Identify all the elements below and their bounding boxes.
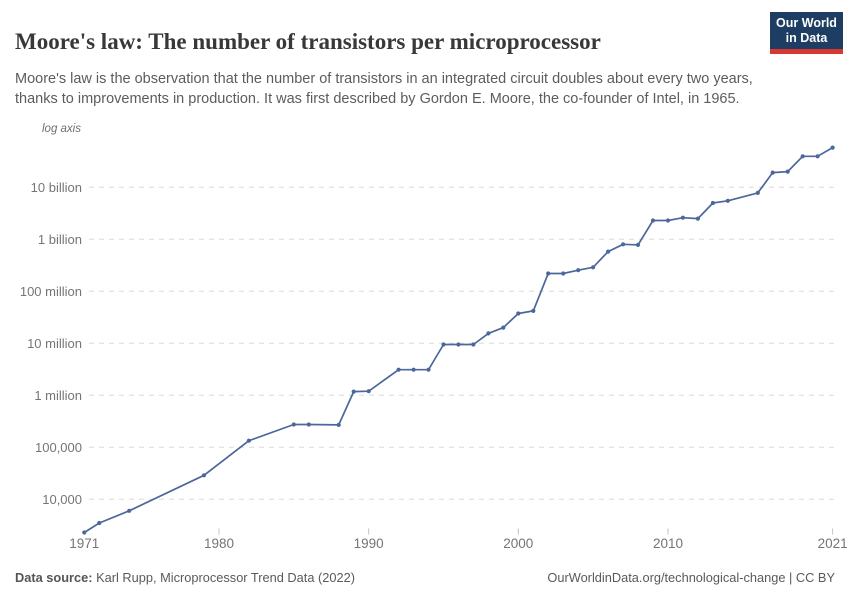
data-point[interactable] [755,190,760,195]
x-axis-label: 1980 [204,536,234,551]
data-point[interactable] [336,422,341,427]
x-axis-label: 1990 [354,536,384,551]
page-title: Moore's law: The number of transistors p… [15,29,601,55]
data-point[interactable] [441,342,446,347]
data-point[interactable] [815,154,820,159]
data-point[interactable] [680,215,686,220]
data-point[interactable] [665,218,671,223]
data-point[interactable] [546,271,551,276]
y-axis-label: 10,000 [42,492,82,507]
data-point[interactable] [576,268,581,273]
data-point[interactable] [725,198,730,203]
data-point[interactable] [606,249,611,254]
data-point[interactable] [291,422,296,427]
data-point[interactable] [456,342,461,347]
x-axis-label: 2021 [818,536,848,551]
data-point[interactable] [516,311,521,316]
data-point[interactable] [411,367,416,372]
data-point[interactable] [531,308,536,313]
data-point[interactable] [82,530,87,535]
data-point[interactable] [800,154,805,159]
data-point[interactable] [785,169,790,174]
data-point[interactable] [486,331,491,336]
x-axis-label: 1971 [69,536,99,551]
y-axis-label: 1 million [34,388,82,403]
y-axis-label: 1 billion [38,232,82,247]
y-axis-label: 10 million [27,336,82,351]
data-point[interactable] [426,367,431,372]
data-source-label: Data source: [15,570,93,585]
data-point[interactable] [306,422,311,427]
x-axis-label: 2010 [653,536,683,551]
data-point[interactable] [471,342,476,347]
log-axis-label: log axis [42,123,81,135]
data-point[interactable] [710,200,716,206]
data-point[interactable] [246,438,251,443]
x-axis-label: 2000 [503,536,533,551]
y-axis-label: 10 billion [31,180,82,195]
data-point[interactable] [201,473,207,478]
y-axis-label: 100 million [20,284,82,299]
data-point[interactable] [351,389,356,394]
license-link[interactable]: OurWorldinData.org/technological-change … [547,570,835,585]
y-axis-label: 100,000 [35,440,82,455]
data-point[interactable] [695,216,701,221]
data-point[interactable] [561,271,566,276]
data-point[interactable] [650,218,656,223]
owid-logo: Our World in Data [770,12,843,54]
owid-logo-line2: in Data [785,30,828,45]
data-point[interactable] [127,508,132,513]
data-point[interactable] [97,520,102,526]
data-point[interactable] [501,325,506,330]
chart-footer: Data source: Karl Rupp, Microprocessor T… [15,570,835,585]
data-point[interactable] [830,145,835,150]
data-point[interactable] [635,242,641,247]
data-point[interactable] [591,265,596,270]
chart-subtitle: Moore's law is the observation that the … [15,70,753,108]
data-point[interactable] [770,170,775,175]
owid-logo-line1: Our World [776,15,837,30]
data-point[interactable] [621,242,626,247]
data-source-text: Data source: Karl Rupp, Microprocessor T… [15,570,355,585]
trend-line[interactable] [83,146,834,534]
data-point[interactable] [366,389,371,394]
data-point[interactable] [396,367,401,372]
